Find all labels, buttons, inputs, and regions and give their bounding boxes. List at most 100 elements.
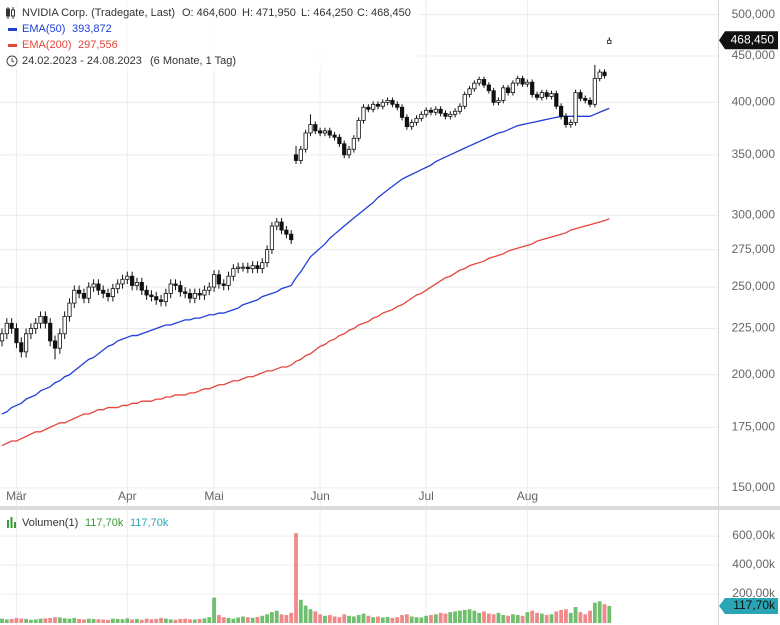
- y-tick-label: 250,000: [732, 279, 776, 293]
- volume-bar: [303, 605, 308, 623]
- volume-bar: [361, 613, 366, 623]
- candle-body: [592, 78, 597, 105]
- volume-bar: [192, 619, 197, 623]
- candle-body: [477, 79, 482, 84]
- candle-body: [236, 266, 241, 270]
- candle-body: [284, 229, 289, 235]
- volume-bar: [265, 614, 269, 623]
- volume-bar: [482, 611, 486, 623]
- candle-body: [327, 130, 332, 136]
- volume-bar: [554, 611, 559, 623]
- volume-bar: [43, 618, 48, 623]
- volume-bar: [82, 619, 86, 623]
- volume-bar: [231, 618, 236, 623]
- candle-body: [130, 275, 135, 286]
- volume-bar: [207, 617, 212, 623]
- candle-body: [520, 78, 525, 85]
- volume-bar: [163, 618, 168, 623]
- volume-bar: [274, 610, 279, 623]
- volume-bar: [96, 619, 101, 623]
- volume-bar: [236, 617, 241, 623]
- volume-bar: [173, 619, 178, 623]
- legend-name: EMA(50): [22, 23, 65, 35]
- candle-body: [67, 302, 72, 317]
- candle-body: [452, 110, 458, 115]
- candle-body: [496, 99, 501, 103]
- volume-bar: [221, 617, 226, 623]
- volume-bar: [414, 617, 419, 623]
- candle-body: [115, 283, 120, 290]
- y-tick-label: 600,00k: [732, 528, 776, 542]
- volume-bar: [298, 599, 303, 623]
- candle-body: [563, 115, 569, 125]
- volume-bar: [241, 616, 245, 623]
- candle-body: [154, 296, 159, 301]
- candle-body: [322, 130, 328, 134]
- legend: NVIDIA Corp. (Tradegate, Last) O: 464,60…: [0, 0, 420, 529]
- candle-body: [559, 105, 564, 117]
- candle-body: [491, 90, 496, 103]
- y-tick-label: 175,000: [732, 419, 776, 433]
- candle-body: [260, 262, 265, 270]
- candle-body: [91, 283, 96, 288]
- y-tick-label: 200,00k: [732, 586, 776, 600]
- candle-body: [399, 106, 405, 118]
- candle-body: [134, 281, 140, 286]
- volume-bar: [183, 618, 188, 623]
- volume-bar: [583, 614, 588, 623]
- volume-bar: [462, 609, 467, 623]
- volume-bar: [57, 617, 62, 623]
- legend-swatch: [8, 44, 17, 47]
- volume-bar: [549, 614, 554, 623]
- candle-body: [380, 101, 385, 107]
- candle-body: [375, 103, 381, 107]
- candle-body: [332, 134, 337, 138]
- volume-bar: [260, 615, 265, 623]
- volume-bar: [573, 607, 578, 623]
- legend-background: [0, 0, 420, 70]
- candle-body: [149, 294, 154, 298]
- volume-bar: [491, 614, 496, 623]
- candle-body: [183, 291, 188, 294]
- volume-tag: [719, 597, 778, 614]
- volume-bar: [323, 615, 327, 623]
- volume-bar: [337, 617, 342, 623]
- candle-body: [587, 99, 593, 105]
- y-tick-label: 400,00k: [732, 557, 776, 571]
- ohlc-open: O: 464,600: [182, 7, 236, 19]
- legend-value: 393,872: [72, 23, 112, 35]
- volume-bar: [520, 615, 525, 623]
- candle-body: [583, 98, 588, 101]
- volume-bar: [472, 610, 477, 623]
- price-tag: [719, 31, 778, 50]
- volume-bar: [48, 617, 53, 623]
- candle-body: [23, 333, 29, 353]
- candle-body: [168, 283, 173, 294]
- legend-value: 297,556: [78, 39, 118, 51]
- volume-bar: [376, 616, 380, 623]
- panel-divider: [0, 506, 780, 510]
- volume-bar: [313, 611, 318, 623]
- volume-bar: [120, 619, 125, 623]
- candle-body: [125, 275, 130, 280]
- volume-bar: [178, 618, 183, 623]
- volume-bar: [347, 615, 351, 623]
- volume-bar: [24, 618, 28, 623]
- volume-bar: [356, 615, 361, 623]
- volume-bar: [564, 609, 568, 623]
- candle-body: [318, 130, 323, 134]
- candle-body: [221, 283, 226, 286]
- volume-bar: [433, 614, 438, 623]
- volume-bar: [125, 618, 130, 623]
- volume-bar: [9, 618, 14, 623]
- volume-bar: [14, 617, 19, 623]
- candle-body: [173, 283, 178, 286]
- volume-bar: [168, 619, 173, 623]
- period: 24.02.2023 - 24.08.2023: [22, 55, 142, 67]
- volume-bar: [366, 615, 371, 623]
- volume-bar: [270, 612, 274, 623]
- candle-body: [187, 293, 193, 299]
- candle-body: [351, 137, 356, 150]
- candle-body: [505, 87, 511, 94]
